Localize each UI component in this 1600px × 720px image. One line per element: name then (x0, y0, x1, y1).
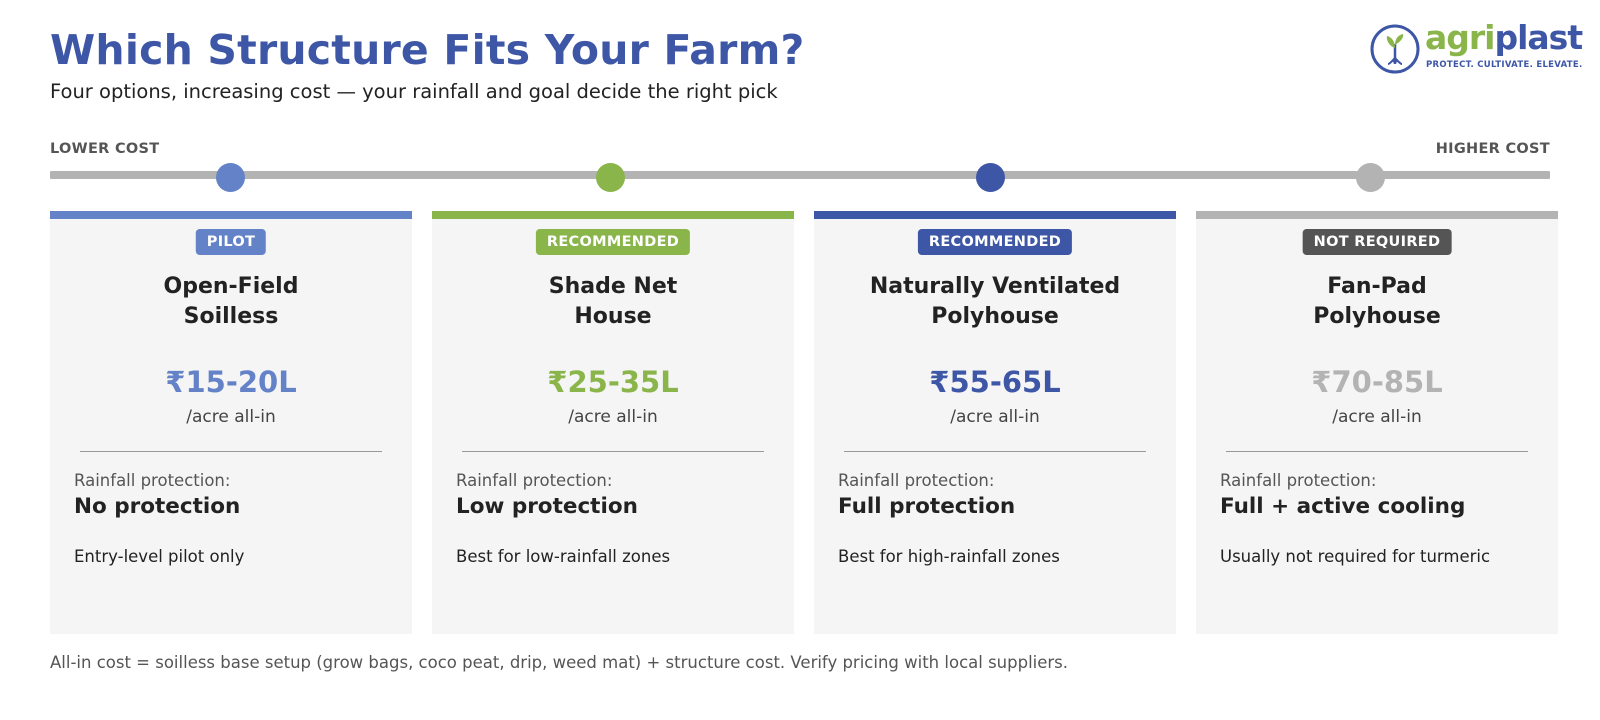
option-card-nv-polyhouse: RECOMMENDED Naturally Ventilated Polyhous… (814, 211, 1176, 634)
option-price: ₹70-85L (1311, 365, 1443, 399)
rainfall-value: No protection (74, 494, 241, 519)
card-divider (462, 451, 764, 452)
card-divider (844, 451, 1146, 452)
option-card-shade-net: RECOMMENDED Shade Net House ₹25-35L /acre… (432, 211, 794, 634)
card-accent-bar (814, 211, 1176, 219)
option-card-open-field: PILOT Open-Field Soilless ₹15-20L /acre a… (50, 211, 412, 634)
logo-tagline: PROTECT. CULTIVATE. ELEVATE. (1426, 60, 1583, 70)
card-accent-bar (1196, 211, 1558, 219)
option-price: ₹25-35L (547, 365, 679, 399)
option-card-fan-pad: NOT REQUIRED Fan-Pad Polyhouse ₹70-85L /a… (1196, 211, 1558, 634)
logo-trademark: ™ (1570, 24, 1578, 33)
card-divider (1226, 451, 1528, 452)
status-badge: RECOMMENDED (535, 229, 691, 255)
option-note: Best for low-rainfall zones (456, 547, 671, 566)
option-note: Usually not required for turmeric (1220, 547, 1491, 566)
page-subtitle: Four options, increasing cost — your rai… (50, 80, 778, 103)
option-name: Naturally Ventilated Polyhouse (869, 274, 1121, 329)
cost-scale-track (50, 171, 1550, 179)
status-badge: PILOT (195, 229, 267, 255)
card-accent-bar (432, 211, 794, 219)
rainfall-label: Rainfall protection: (838, 471, 995, 490)
option-price: ₹55-65L (929, 365, 1061, 399)
sprout-icon (1370, 24, 1420, 74)
higher-cost-label: HIGHER COST (1435, 141, 1550, 157)
footnote: All-in cost = soilless base setup (grow … (50, 653, 1069, 672)
option-name: Fan-Pad Polyhouse (1313, 274, 1441, 329)
rainfall-label: Rainfall protection: (1220, 471, 1377, 490)
status-badge: RECOMMENDED (917, 229, 1073, 255)
card-accent-bar (50, 211, 412, 219)
rainfall-value: Low protection (456, 494, 638, 519)
price-unit: /acre all-in (1332, 407, 1422, 427)
price-unit: /acre all-in (950, 407, 1040, 427)
status-badge: NOT REQUIRED (1302, 229, 1452, 255)
rainfall-value: Full protection (838, 494, 1016, 519)
rainfall-value: Full + active cooling (1220, 494, 1466, 519)
option-price: ₹15-20L (165, 365, 297, 399)
cost-marker-nv-polyhouse (976, 163, 1005, 192)
cost-marker-pilot (216, 163, 245, 192)
page-title: Which Structure Fits Your Farm? (50, 26, 805, 74)
cost-marker-shade-net (596, 163, 625, 192)
rainfall-label: Rainfall protection: (74, 471, 231, 490)
logo-wordmark: agriplast (1425, 18, 1583, 57)
option-name: Open-Field Soilless (163, 274, 299, 329)
option-note: Best for high-rainfall zones (838, 547, 1060, 566)
lower-cost-label: LOWER COST (50, 141, 160, 157)
option-note: Entry-level pilot only (74, 547, 245, 566)
card-divider (80, 451, 382, 452)
brand-logo: agriplast ™ PROTECT. CULTIVATE. ELEVATE. (1370, 18, 1583, 78)
rainfall-label: Rainfall protection: (456, 471, 613, 490)
cost-marker-fan-pad (1356, 163, 1385, 192)
price-unit: /acre all-in (568, 407, 658, 427)
option-name: Shade Net House (548, 274, 678, 329)
price-unit: /acre all-in (186, 407, 276, 427)
